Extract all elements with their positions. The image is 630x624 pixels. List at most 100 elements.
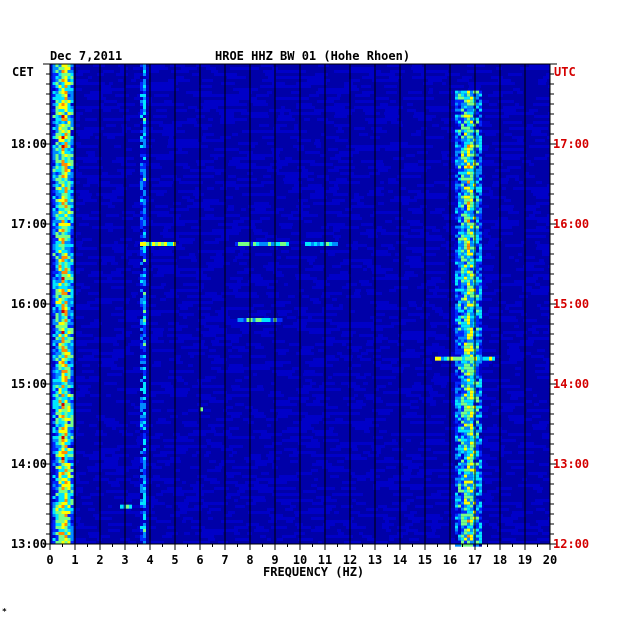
noise-cell <box>176 361 183 364</box>
band-16.2-17.2hz <box>464 321 467 325</box>
noise-cell <box>218 541 228 544</box>
band-16.2-17.2hz <box>470 225 473 229</box>
band-0.1-0.9hz <box>55 223 59 226</box>
band-0.1-0.9hz <box>52 520 56 523</box>
band-0.1-0.9hz <box>67 541 71 544</box>
band-16.2-17.2hz <box>464 291 467 295</box>
noise-cell <box>212 298 226 301</box>
noise-cell <box>341 274 351 277</box>
noise-cell <box>250 496 260 499</box>
noise-cell <box>536 235 546 238</box>
noise-cell <box>257 511 264 514</box>
noise-cell <box>341 334 353 337</box>
cet-axis-label: CET <box>12 65 34 79</box>
noise-cell <box>145 163 149 166</box>
band-16.2-17.2hz <box>476 117 479 121</box>
noise-cell <box>436 271 446 274</box>
noise-cell <box>434 235 442 238</box>
noise-cell <box>494 289 502 292</box>
noise-cell <box>248 142 258 145</box>
noise-cell <box>369 190 373 193</box>
noise-cell <box>119 109 129 112</box>
band-16.2-17.2hz <box>464 330 467 334</box>
noise-cell <box>446 229 460 232</box>
band-16.2-17.2hz <box>479 198 482 202</box>
band-0.1-0.9hz <box>67 310 71 313</box>
band-0.1-0.9hz <box>61 70 65 73</box>
band-16.2-17.2hz <box>464 129 467 133</box>
noise-cell <box>370 106 385 109</box>
noise-cell <box>123 499 132 502</box>
noise-cell <box>154 361 161 364</box>
noise-cell <box>188 364 193 367</box>
band-0.1-0.9hz <box>67 268 71 271</box>
band-0.1-0.9hz <box>70 343 74 346</box>
noise-cell <box>381 166 391 169</box>
noise-cell <box>115 307 119 310</box>
noise-cell <box>535 241 540 244</box>
band-0.1-0.9hz <box>58 232 62 235</box>
noise-cell <box>385 220 392 223</box>
noise-cell <box>425 349 440 352</box>
band-0.1-0.9hz <box>58 475 62 478</box>
noise-cell <box>378 202 384 205</box>
band-16.2-17.2hz <box>476 168 479 172</box>
noise-cell <box>482 406 489 409</box>
noise-cell <box>159 382 171 385</box>
band-0.1-0.9hz <box>61 265 65 268</box>
band-0.1-0.9hz <box>67 439 71 442</box>
band-16.2-17.2hz <box>458 195 461 199</box>
band-0.1-0.9hz <box>52 217 56 220</box>
noise-cell <box>134 202 144 205</box>
band-16.2-17.2hz <box>470 114 473 118</box>
noise-cell <box>518 445 530 448</box>
noise-cell <box>116 157 120 160</box>
noise-cell <box>487 490 499 493</box>
noise-cell <box>72 271 80 274</box>
band-16.2-17.2hz <box>470 129 473 133</box>
noise-cell <box>543 448 550 451</box>
noise-cell <box>334 124 345 127</box>
noise-cell <box>388 382 392 385</box>
band-0.1-0.9hz <box>52 469 56 472</box>
noise-cell <box>95 136 99 139</box>
band-16.2-17.2hz <box>455 210 458 214</box>
noise-cell <box>489 190 493 193</box>
noise-cell <box>201 340 205 343</box>
band-0.1-0.9hz <box>67 232 71 235</box>
noise-cell <box>241 394 250 397</box>
noise-cell <box>97 358 107 361</box>
band-0.1-0.9hz <box>64 145 68 148</box>
band-0.1-0.9hz <box>61 73 65 76</box>
noise-cell <box>332 265 336 268</box>
band-16.2-17.2hz <box>479 300 482 304</box>
noise-cell <box>110 451 115 454</box>
noise-cell <box>498 520 504 523</box>
noise-cell <box>503 406 515 409</box>
noise-cell <box>79 223 89 226</box>
noise-cell <box>385 109 390 112</box>
noise-cell <box>492 412 501 415</box>
noise-cell <box>82 538 86 541</box>
band-0.1-0.9hz <box>55 439 59 442</box>
noise-cell <box>376 460 390 463</box>
band-0.1-0.9hz <box>64 322 68 325</box>
noise-cell <box>209 460 216 463</box>
noise-cell <box>324 343 333 346</box>
noise-cell <box>260 184 264 187</box>
band-0.1-0.9hz <box>70 94 74 97</box>
noise-cell <box>179 370 194 373</box>
band-0.1-0.9hz <box>58 427 62 430</box>
noise-cell <box>415 367 423 370</box>
band-0.1-0.9hz <box>64 430 68 433</box>
noise-cell <box>424 196 434 199</box>
band-0.1-0.9hz <box>67 313 71 316</box>
band-0.1-0.9hz <box>64 502 68 505</box>
noise-cell <box>95 178 99 181</box>
noise-cell <box>538 475 543 478</box>
noise-cell <box>113 343 119 346</box>
band-16.2-17.2hz <box>455 315 458 319</box>
band-16.2-17.2hz <box>467 294 470 298</box>
band-16.2-17.2hz <box>470 123 473 127</box>
noise-cell <box>122 217 133 220</box>
